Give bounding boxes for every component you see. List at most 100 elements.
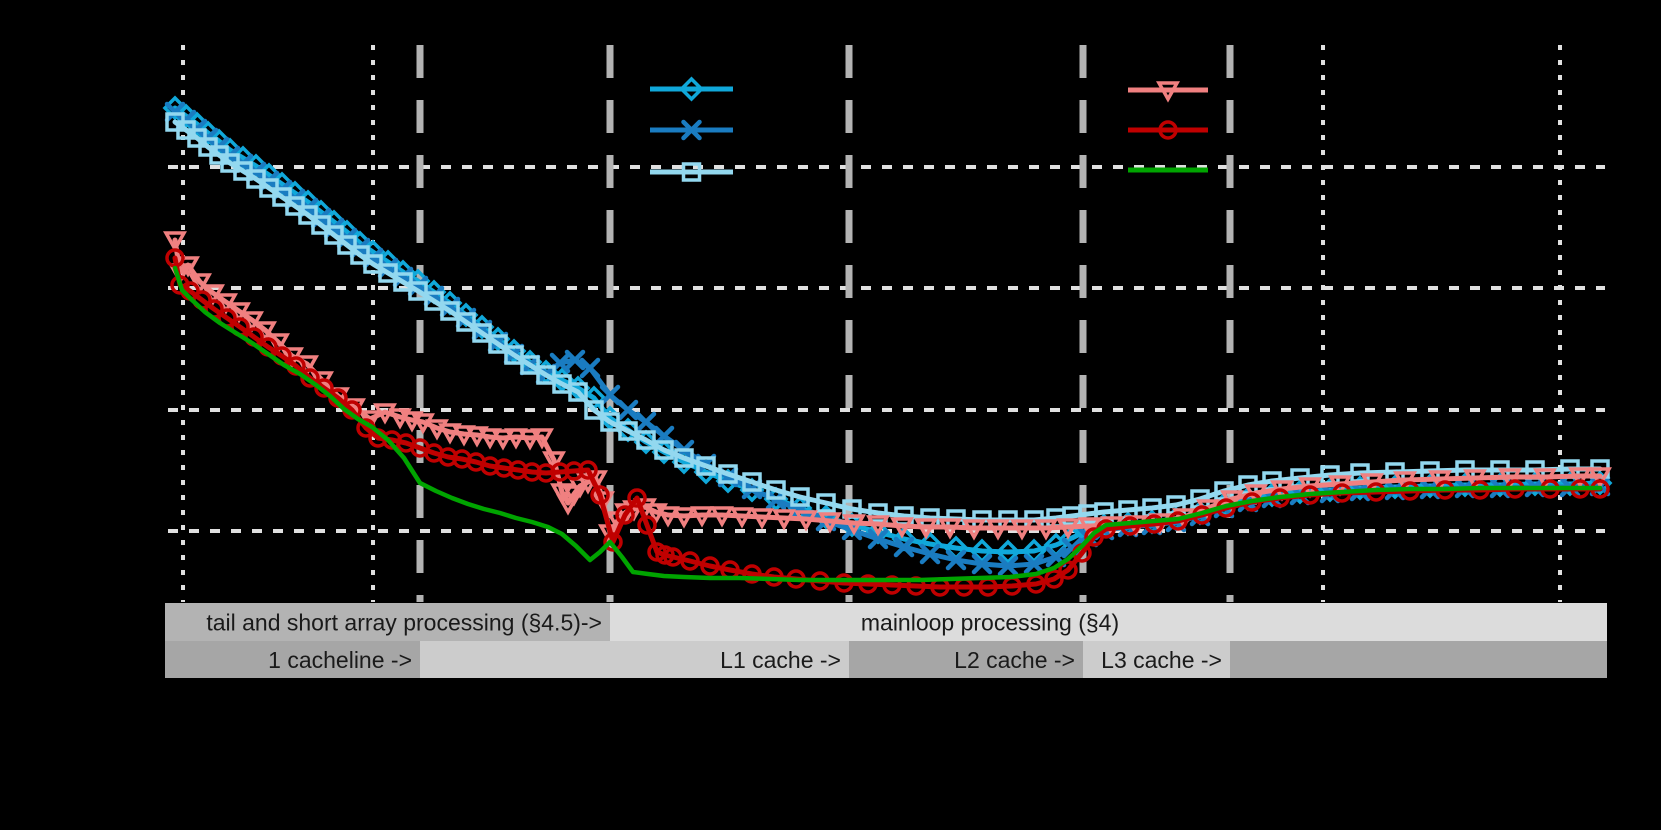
triangle-down-marker [478, 428, 502, 450]
x-marker [971, 553, 993, 575]
cache-band-label-0: 1 cacheline -> [268, 647, 412, 673]
processing-band-segment-1 [610, 603, 1607, 641]
circle-marker [1144, 514, 1164, 534]
square-marker [868, 503, 888, 523]
x-marker [564, 349, 586, 371]
circle-marker [603, 532, 623, 552]
cache-band-segment-3 [1083, 641, 1230, 678]
x-marker [893, 536, 915, 558]
triangle-down-marker [1498, 468, 1522, 490]
square-marker [337, 235, 357, 255]
circle-marker [663, 547, 683, 567]
processing-band-label-1: mainloop processing (§4) [861, 609, 1119, 635]
square-marker [600, 412, 620, 432]
diamond-marker [995, 539, 1021, 565]
triangle-down-marker [452, 425, 476, 447]
triangle-down-marker [1428, 470, 1452, 492]
cache-band-segment-4 [1230, 641, 1607, 678]
square-marker [718, 464, 738, 484]
triangle-down-marker [1588, 467, 1612, 489]
circle-marker [834, 573, 854, 593]
diamond-marker [679, 76, 704, 102]
series-lightblue-square [165, 112, 1610, 530]
processing-band-label-0: tail and short array processing (§4.5)-> [206, 609, 602, 635]
square-marker [324, 225, 344, 245]
triangle-down-marker [504, 428, 528, 450]
circle-marker [882, 575, 902, 595]
triangle-down-marker [1533, 468, 1557, 490]
triangle-down-marker [938, 518, 962, 540]
series-green-line-line [172, 265, 1603, 583]
triangle-down-marker [1463, 469, 1487, 491]
x-marker [945, 549, 967, 571]
triangle-down-marker [373, 403, 397, 425]
circle-marker [522, 462, 542, 482]
legend-entry-c0-r0 [650, 76, 733, 102]
cache-band: 1 cacheline -> L1 cache -> L2 cache -> L3 c… [165, 641, 1607, 678]
x-marker [681, 119, 702, 141]
circle-marker [1120, 516, 1140, 536]
x-marker [635, 411, 657, 433]
cache-band-segment-2 [849, 641, 1083, 678]
circle-marker [1058, 560, 1078, 580]
processing-band-segment-0 [165, 603, 610, 641]
cache-band-segment-0 [165, 641, 420, 678]
square-marker [424, 291, 444, 311]
circle-marker [536, 463, 556, 483]
triangle-down-marker [1393, 471, 1417, 493]
x-marker [579, 357, 601, 379]
triangle-down-marker [914, 518, 938, 540]
cache-band-label-3: L3 cache -> [1101, 647, 1222, 673]
legend-entry-c1-r1 [1128, 120, 1208, 140]
circle-marker [615, 505, 635, 525]
square-marker [408, 281, 428, 301]
square-marker [440, 301, 460, 321]
square-marker [681, 162, 702, 182]
triangle-down-marker [672, 507, 696, 529]
circle-marker [1158, 120, 1178, 140]
series-darkred-circle-line [172, 255, 1603, 590]
circle-marker [590, 485, 610, 505]
legend-entry-c1-r0 [1128, 81, 1208, 103]
square-marker [674, 448, 694, 468]
circle-marker [700, 556, 720, 576]
triangle-down-marker [518, 429, 542, 451]
triangle-down-marker [750, 508, 774, 530]
x-marker [423, 285, 445, 307]
triangle-down-marker [842, 514, 866, 536]
legend-entry-c0-r2 [650, 162, 733, 182]
square-marker [816, 493, 836, 513]
triangle-down-marker [163, 231, 187, 253]
circle-marker [578, 460, 598, 480]
series-green-line [172, 265, 1603, 583]
circle-marker [314, 378, 334, 398]
x-marker [1023, 553, 1045, 575]
triangle-down-marker [772, 509, 796, 531]
triangle-down-marker [1010, 519, 1034, 541]
cache-band-label-1: L1 cache -> [720, 647, 841, 673]
square-marker [790, 487, 810, 507]
triangle-down-marker [438, 423, 462, 445]
triangle-down-marker [1056, 518, 1080, 540]
x-marker [919, 543, 941, 565]
triangle-down-marker [1034, 519, 1058, 541]
circle-marker [680, 551, 700, 571]
triangle-down-marker [890, 517, 914, 539]
cache-band-segment-1 [420, 641, 849, 678]
series-lightblue-square-line [172, 119, 1603, 523]
x-marker [867, 528, 889, 550]
circle-marker [550, 462, 570, 482]
square-marker [472, 323, 492, 343]
x-marker [997, 555, 1019, 577]
square-marker [488, 334, 508, 354]
square-marker [742, 472, 762, 492]
triangle-down-marker [866, 515, 890, 537]
triangle-down-marker [1078, 517, 1102, 539]
square-marker [298, 205, 318, 225]
triangle-down-marker [794, 510, 818, 532]
square-marker [618, 421, 638, 441]
triangle-down-marker [818, 512, 842, 534]
triangle-down-marker [656, 506, 680, 528]
square-marker [568, 382, 588, 402]
